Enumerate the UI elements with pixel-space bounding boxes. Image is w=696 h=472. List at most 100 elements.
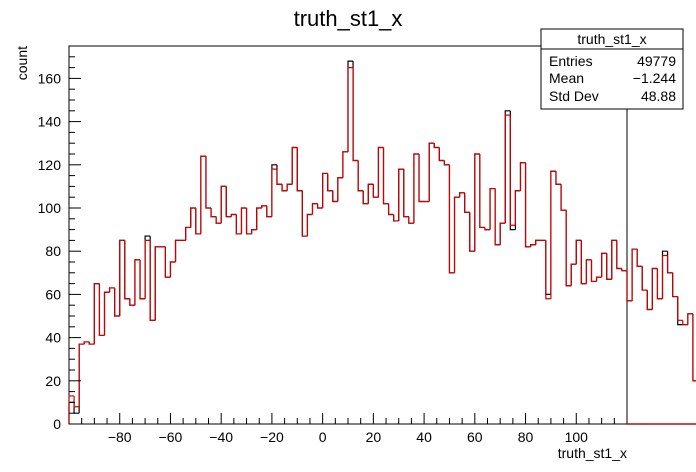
histogram-bin: [631, 248, 638, 301]
histogram-bin: [286, 183, 293, 191]
histogram-bin: [174, 239, 181, 262]
histogram-bin: [474, 153, 480, 252]
histogram-bin: [499, 222, 506, 245]
histogram-bin: [560, 184, 567, 211]
histogram-bin: [651, 267, 658, 310]
histogram-bin: [484, 227, 491, 231]
histogram-bin: [382, 147, 389, 205]
histogram-bin: [459, 192, 465, 198]
histogram-bin: [575, 239, 582, 265]
histogram-bin: [195, 208, 201, 235]
histogram-bin: [646, 290, 653, 311]
histogram-bin: [504, 114, 511, 224]
histogram-bin: [98, 283, 105, 337]
histogram-series-1: [68, 67, 696, 425]
histogram-bin: [687, 313, 693, 325]
histogram-bin: [261, 205, 267, 208]
y-tick-label: 80: [45, 243, 61, 259]
histogram-bin: [494, 188, 501, 246]
histogram-bin: [565, 210, 572, 287]
histogram-bin: [311, 203, 318, 215]
histogram-bin: [656, 268, 663, 300]
histogram-bin: [154, 246, 161, 321]
histogram-bin: [301, 190, 308, 237]
x-tick-label: 60: [467, 429, 483, 445]
histogram-bin: [78, 343, 85, 414]
histogram-bin: [453, 196, 460, 273]
x-tick-label: −60: [159, 429, 183, 445]
histogram-bin: [205, 156, 212, 209]
histogram-bin: [641, 266, 648, 291]
histogram-bin: [286, 183, 293, 191]
histogram-bin: [362, 190, 369, 205]
histogram-bin: [661, 250, 668, 299]
histogram-bin: [443, 160, 450, 166]
x-tick-label: 40: [416, 429, 432, 445]
histogram-bin: [433, 143, 440, 149]
y-tick-label: 20: [45, 373, 61, 389]
histogram-bin: [443, 160, 450, 166]
stats-box-frame: [540, 28, 684, 110]
histogram-bin: [352, 67, 359, 162]
histogram-bin: [616, 240, 622, 270]
histogram-bin: [311, 203, 318, 215]
histogram-bin: [367, 183, 374, 204]
histogram-bin: [641, 266, 648, 291]
histogram-bin: [377, 146, 384, 198]
histogram-bin: [190, 207, 196, 228]
histogram-bin: [225, 186, 232, 218]
histogram-bin: [469, 212, 475, 252]
histogram-bin: [682, 320, 688, 326]
histogram-bin: [585, 259, 592, 284]
histogram-bin: [438, 147, 445, 162]
histogram-bin: [646, 290, 653, 311]
histogram-bin: [93, 283, 100, 345]
histogram-bin: [393, 214, 399, 222]
histogram-bin: [119, 239, 125, 316]
stats-title: truth_st1_x: [577, 31, 646, 47]
histogram-bin: [235, 214, 242, 235]
x-axis-label: truth_st1_x: [558, 445, 627, 461]
histogram-bin: [545, 240, 551, 300]
x-tick-label: 20: [366, 429, 382, 445]
histogram-bin: [651, 267, 658, 310]
histogram-tail: [627, 423, 696, 425]
histogram-bin: [195, 208, 201, 235]
histogram-bin: [251, 229, 257, 234]
histogram-bin: [428, 142, 435, 202]
x-tick-label: −40: [209, 429, 233, 445]
histogram-bin: [459, 192, 465, 198]
histogram-bin: [144, 239, 151, 299]
histogram-bin: [656, 268, 663, 300]
histogram-bin: [428, 142, 435, 202]
histogram-bin: [276, 169, 283, 185]
histogram-bin: [560, 184, 567, 211]
x-tick-label: 100: [565, 429, 589, 445]
histogram-bin: [535, 239, 541, 245]
histogram-bin: [256, 207, 262, 230]
histogram-bin: [474, 153, 480, 252]
histogram-bin: [271, 164, 277, 217]
histogram-bin: [408, 216, 414, 224]
histogram-bin: [601, 252, 607, 278]
histogram-bin: [372, 184, 379, 198]
histogram-bin: [489, 187, 496, 230]
histogram-bin: [93, 283, 100, 345]
y-tick-label: 0: [53, 416, 61, 432]
histogram-bin: [301, 190, 308, 237]
histogram-bin: [433, 143, 440, 149]
histogram-bin: [174, 239, 181, 262]
histogram-bin: [129, 298, 135, 306]
histogram-bin: [337, 177, 343, 202]
histogram-bin: [626, 270, 633, 302]
histogram-bin: [448, 164, 455, 274]
histogram-bin: [266, 205, 272, 218]
histogram-bin: [154, 246, 161, 321]
axes-layer: −80 −60 −40 −20 0 20 40 60 80 100 0 20 40 60 80 100 120 1…: [38, 45, 615, 445]
histogram-bin: [580, 240, 587, 285]
histogram-bin: [509, 110, 516, 231]
x-tick-label: −80: [108, 429, 132, 445]
histogram-bin: [185, 226, 191, 241]
histogram-bin: [332, 190, 338, 203]
histogram-bin: [413, 153, 420, 224]
